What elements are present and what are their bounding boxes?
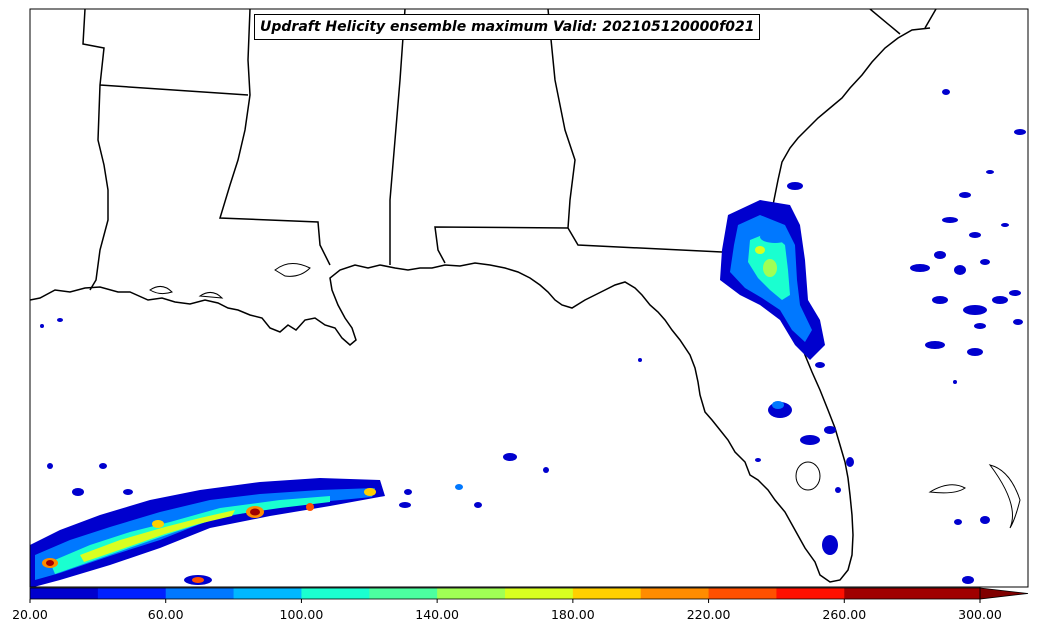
colorbar-segment <box>301 588 370 599</box>
plot-area <box>30 9 1028 587</box>
colorbar-segment <box>97 588 167 599</box>
colorbar-tick-label: 300.00 <box>958 607 1002 622</box>
colorbar-tick-label: 140.00 <box>415 607 460 622</box>
colorbar-extend-arrow <box>979 587 1029 600</box>
map-title: Updraft Helicity ensemble maximum Valid:… <box>254 14 761 40</box>
colorbar-segment <box>572 588 642 599</box>
colorbar-segment <box>165 588 235 599</box>
colorbar-segment <box>369 588 438 599</box>
colorbar-segment <box>437 588 506 599</box>
colorbar-outline <box>29 587 981 600</box>
colorbar-segment <box>640 588 710 599</box>
colorbar <box>29 587 1029 603</box>
colorbar-tick-label: 180.00 <box>550 607 595 622</box>
colorbar-segment <box>505 588 574 599</box>
colorbar-segment <box>776 588 845 599</box>
colorbar-segment <box>708 588 777 599</box>
helicity-field <box>30 89 1026 587</box>
colorbar-segment <box>30 588 99 599</box>
delta-outline <box>149 263 311 299</box>
colorbar-tick-label: 20.00 <box>12 607 48 622</box>
colorbar-tick-label: 260.00 <box>822 607 867 622</box>
colorbar-tick-label: 220.00 <box>686 607 731 622</box>
colorbar-segment <box>233 588 302 599</box>
lake-okeechobee <box>795 461 821 491</box>
colorbar-tick-label: 100.00 <box>279 607 324 622</box>
colorbar-segment <box>912 588 981 599</box>
state-borders <box>82 9 937 291</box>
colorbar-tick-label: 60.00 <box>147 607 184 622</box>
bahamas-outline <box>928 464 1021 529</box>
colorbar-segment <box>844 588 913 599</box>
plot-frame <box>29 8 1029 588</box>
